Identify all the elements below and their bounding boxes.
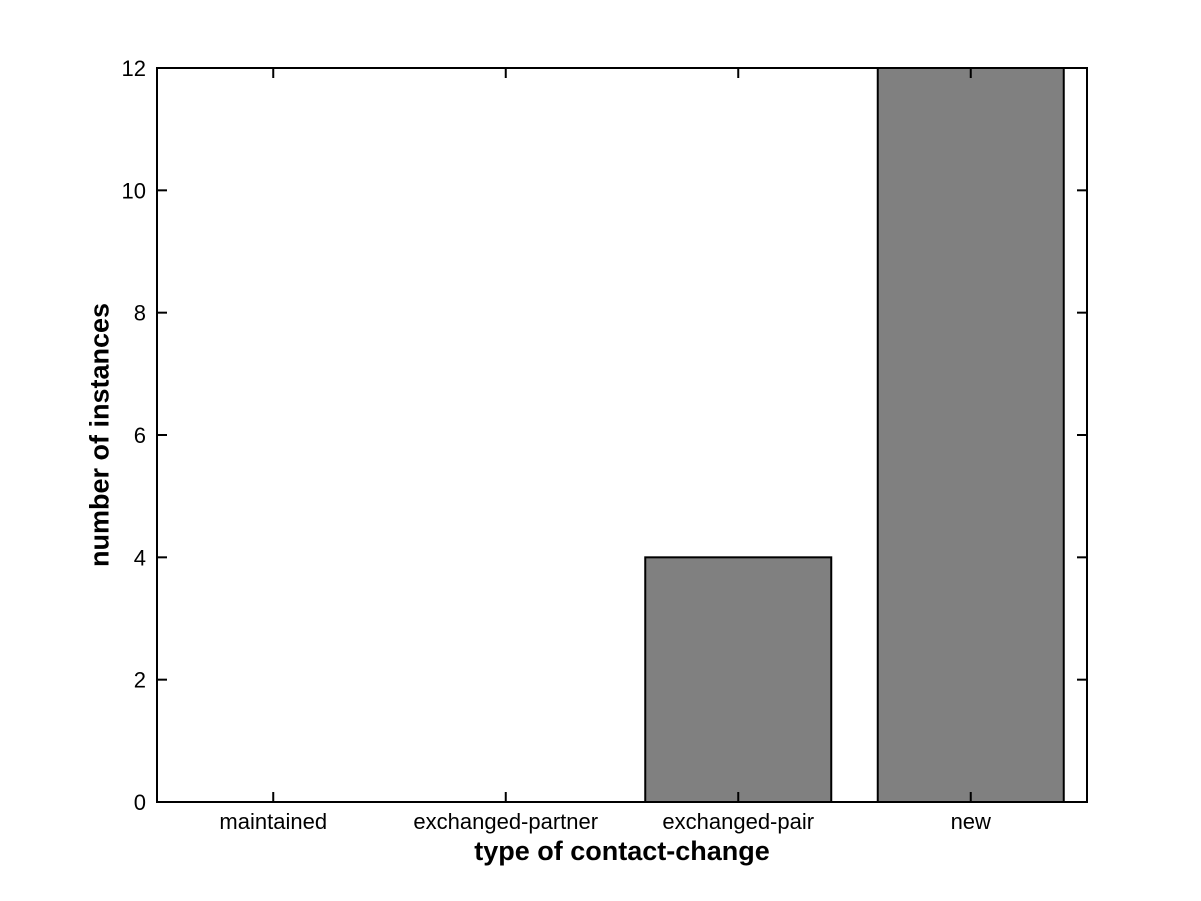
x-tick-label: exchanged-partner [413, 809, 598, 834]
x-axis-label: type of contact-change [474, 836, 770, 866]
y-tick-label: 0 [134, 790, 146, 815]
x-tick-label: maintained [219, 809, 327, 834]
y-tick-label: 6 [134, 423, 146, 448]
y-tick-label: 2 [134, 668, 146, 693]
bar-exchanged-pair [644, 556, 833, 803]
bar-new [876, 67, 1065, 803]
y-tick-label: 8 [134, 301, 146, 326]
x-tick-label: exchanged-pair [662, 809, 814, 834]
y-tick-label: 10 [122, 178, 146, 203]
y-tick-label: 12 [122, 56, 146, 81]
y-axis-label: number of instances [84, 302, 115, 568]
x-tick-label: new [951, 809, 991, 834]
y-tick-label: 4 [134, 545, 146, 570]
